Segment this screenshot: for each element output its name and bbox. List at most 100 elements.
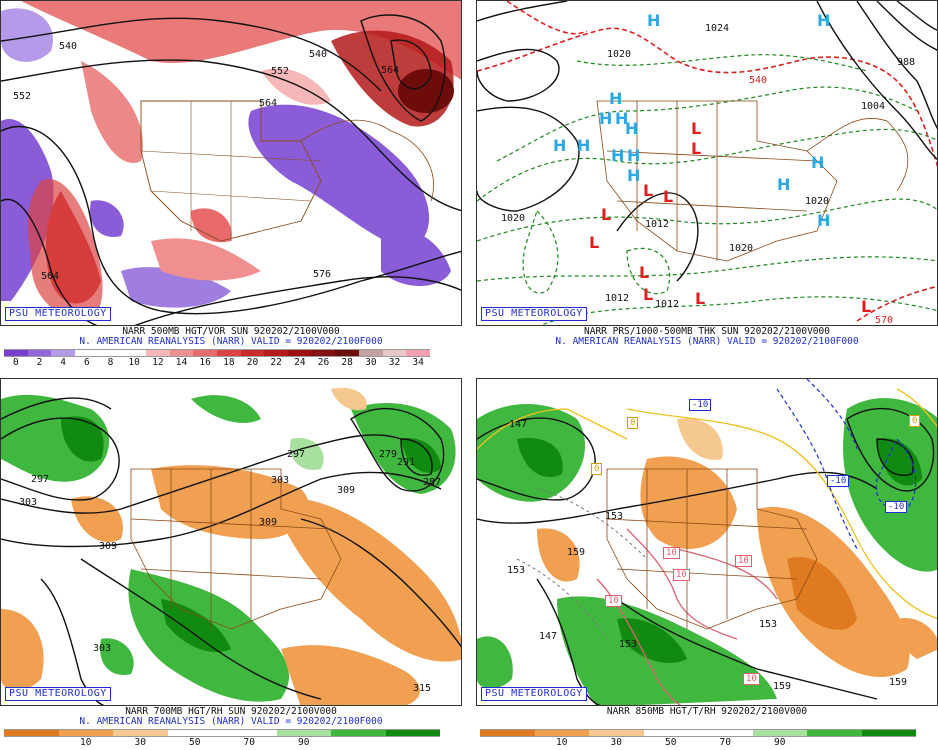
caption-title: NARR 500MB HGT/VOR SUN 920202/2100V000 (122, 326, 340, 337)
colorbar-tick-label: 32 (388, 357, 401, 368)
colorbar-tick-label: 70 (719, 737, 731, 748)
high-pressure-marker: H (777, 175, 791, 194)
low-pressure-marker: L (663, 187, 674, 206)
colorbar-tick-label: 8 (107, 357, 114, 368)
map-label: 1004 (861, 101, 886, 112)
high-pressure-marker: H (611, 146, 625, 165)
colorbar-swatch (534, 729, 589, 737)
map-label: 540 (59, 41, 78, 52)
map-label: 303 (93, 643, 112, 654)
map-label: 159 (567, 547, 586, 558)
low-pressure-marker: L (691, 119, 702, 138)
high-pressure-marker: H (609, 89, 623, 108)
map-label: 303 (271, 475, 290, 486)
map-label: 1020 (607, 49, 632, 60)
colorbar-swatch (4, 729, 59, 737)
low-pressure-marker: L (695, 289, 706, 308)
colorbar-swatch (240, 349, 265, 357)
colorbar-swatch (276, 729, 331, 737)
map-label: 153 (507, 565, 526, 576)
colorbar-humidity (4, 729, 440, 737)
colorbar-tick-label: 24 (294, 357, 306, 368)
temp-label-box: 10 (735, 555, 752, 567)
colorbar-swatch (169, 349, 194, 357)
colorbar-swatch (193, 349, 217, 357)
map-label: 159 (773, 681, 792, 692)
colorbar-swatch (358, 349, 383, 357)
colorbar-tick-label: 26 (317, 357, 330, 368)
map-label: 552 (13, 91, 32, 102)
panel-pressure-thickness: 1020 1012 1020 1012 1012 1020 1020 1024 … (476, 0, 938, 372)
colorbar-tick-label: 50 (665, 737, 677, 748)
caption-title: NARR 700MB HGT/RH SUN 920202/2100V000 (125, 706, 337, 717)
temp-label-box: -10 (827, 475, 850, 487)
map-label: 1012 (655, 299, 680, 310)
colorbar-tick-label: 90 (298, 737, 310, 748)
colorbar-tick-label: 2 (36, 357, 43, 368)
colorbar-tick-label: 6 (83, 357, 90, 368)
colorbar-tick-label: 12 (152, 357, 164, 368)
colorbar-swatch (167, 729, 222, 737)
colorbar-swatch (406, 349, 430, 357)
colorbar-tick-label: 10 (556, 737, 568, 748)
temp-label-box: 0 (627, 417, 639, 429)
panel-500mb-vorticity: 540 552 540 552 564 564 576 564 PSU METE… (0, 0, 462, 372)
colorbar-swatch (589, 729, 644, 737)
pressure-map-graphic (477, 1, 937, 325)
low-pressure-marker: L (643, 181, 654, 200)
temp-label-box: 10 (605, 595, 622, 607)
colorbar-swatch (51, 349, 75, 357)
colorbar-tick-label: 20 (246, 357, 259, 368)
colorbar-tick-label: 22 (270, 357, 282, 368)
colorbar-ticks: 10 30 50 70 90 (480, 737, 916, 749)
map-label: 315 (413, 683, 432, 694)
low-pressure-marker: L (643, 285, 654, 304)
humidity-850-map: 147 153 159 153 153 147 153 159 159 -10 … (476, 378, 938, 706)
map-label: 540 (749, 75, 768, 86)
humidity-700-map-graphic (1, 387, 461, 705)
map-label: 153 (619, 639, 638, 650)
low-pressure-marker: L (691, 139, 702, 158)
map-label: 1020 (805, 196, 830, 207)
map-label: 988 (897, 57, 916, 68)
low-pressure-marker: L (601, 205, 612, 224)
low-pressure-marker: L (589, 233, 600, 252)
map-label: 303 (19, 497, 38, 508)
map-label: 564 (259, 98, 278, 109)
map-label: 564 (381, 65, 400, 76)
colorbar-tick-label: 14 (175, 357, 188, 368)
map-label: 297 (287, 449, 306, 460)
colorbar-tick-label: 30 (365, 357, 377, 368)
colorbar-tick-label: 70 (243, 737, 255, 748)
colorbar-tick-label: 16 (199, 357, 211, 368)
map-label: 309 (259, 517, 278, 528)
high-pressure-marker: H (817, 11, 831, 30)
colorbar-swatch (113, 729, 168, 737)
colorbar-swatch (145, 349, 170, 357)
colorbar-tick-label: 30 (610, 737, 622, 748)
vorticity-map: 540 552 540 552 564 564 576 564 PSU METE… (0, 0, 462, 326)
humidity-700-map: 297 303 309 297 303 309 279 291 287 309 … (0, 378, 462, 706)
colorbar-swatch (807, 729, 862, 737)
colorbar-swatch (643, 729, 698, 737)
map-label: 153 (605, 511, 624, 522)
map-label: 287 (423, 477, 442, 488)
colorbar-swatch (480, 729, 535, 737)
temp-label-box: -10 (885, 501, 908, 513)
map-label: 147 (539, 631, 558, 642)
high-pressure-marker: H (599, 109, 613, 128)
panel-850mb-temperature-humidity: 147 153 159 153 153 147 153 159 159 -10 … (476, 378, 938, 750)
colorbar-swatch (222, 729, 277, 737)
colorbar-swatch (216, 349, 241, 357)
temp-label-box: 0 (591, 463, 603, 475)
map-label: 1012 (605, 293, 630, 304)
map-label: 552 (271, 66, 290, 77)
colorbar-tick-label: 28 (341, 357, 353, 368)
colorbar-swatch (27, 349, 52, 357)
map-label: 1020 (729, 243, 754, 254)
caption-valid: N. AMERICAN REANALYSIS (NARR) VALID = 92… (79, 336, 383, 347)
colorbar-swatch (287, 349, 312, 357)
colorbar-tick-label: 30 (134, 737, 146, 748)
colorbar-swatch (385, 729, 440, 737)
colorbar-humidity (480, 729, 916, 737)
